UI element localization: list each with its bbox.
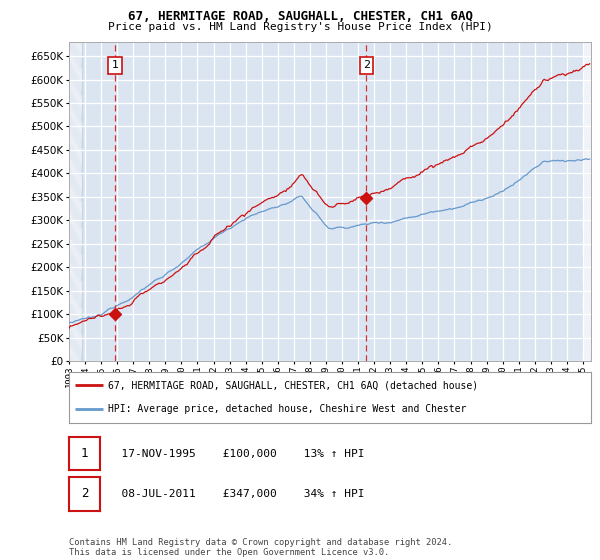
Text: 08-JUL-2011    £347,000    34% ↑ HPI: 08-JUL-2011 £347,000 34% ↑ HPI (108, 489, 365, 499)
Text: 17-NOV-1995    £100,000    13% ↑ HPI: 17-NOV-1995 £100,000 13% ↑ HPI (108, 449, 365, 459)
Text: 1: 1 (112, 60, 119, 71)
Text: 2: 2 (81, 487, 88, 501)
Text: Contains HM Land Registry data © Crown copyright and database right 2024.
This d: Contains HM Land Registry data © Crown c… (69, 538, 452, 557)
Text: HPI: Average price, detached house, Cheshire West and Chester: HPI: Average price, detached house, Ches… (108, 404, 467, 414)
Text: Price paid vs. HM Land Registry's House Price Index (HPI): Price paid vs. HM Land Registry's House … (107, 22, 493, 32)
Text: 67, HERMITAGE ROAD, SAUGHALL, CHESTER, CH1 6AQ (detached house): 67, HERMITAGE ROAD, SAUGHALL, CHESTER, C… (108, 380, 478, 390)
Text: 1: 1 (81, 447, 88, 460)
Text: 67, HERMITAGE ROAD, SAUGHALL, CHESTER, CH1 6AQ: 67, HERMITAGE ROAD, SAUGHALL, CHESTER, C… (128, 10, 473, 23)
Text: 2: 2 (363, 60, 370, 71)
